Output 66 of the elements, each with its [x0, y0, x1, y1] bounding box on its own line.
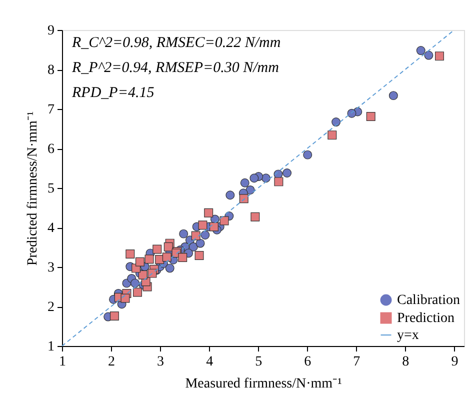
point — [148, 268, 157, 278]
point — [164, 242, 173, 252]
point — [133, 288, 142, 297]
point — [162, 252, 172, 262]
x-tick-label: 8 — [402, 354, 410, 370]
point — [130, 278, 140, 288]
point — [303, 150, 312, 160]
point — [435, 52, 444, 61]
x-tick-label: 1 — [59, 354, 66, 370]
point — [366, 112, 376, 121]
point — [220, 216, 229, 226]
x-tick-label: 9 — [451, 354, 458, 370]
y-tick-label: 1 — [48, 340, 54, 354]
point — [188, 242, 198, 252]
point — [240, 178, 250, 188]
point — [144, 254, 154, 264]
point — [209, 222, 218, 232]
legend-label: y=x — [397, 328, 419, 343]
y-tick-label: 5 — [48, 182, 54, 196]
annotation: R_P^2=0.94, RMSEP=0.30 N/mm — [71, 60, 280, 76]
point — [239, 194, 248, 204]
x-axis-title: Measured firmness/N·mm⁻¹ — [185, 376, 342, 392]
point — [126, 249, 135, 258]
legend-label: Prediction — [397, 311, 455, 326]
point — [388, 91, 398, 100]
y-tick-label: 4 — [48, 221, 54, 236]
point — [200, 230, 210, 240]
point — [416, 46, 426, 56]
point — [282, 168, 292, 178]
point — [424, 50, 434, 60]
y-tick-label: 7 — [48, 102, 54, 118]
legend-label: Calibration — [397, 293, 460, 308]
point — [332, 118, 341, 127]
point — [274, 177, 284, 186]
point — [179, 229, 188, 238]
point — [191, 231, 200, 240]
point — [347, 108, 356, 118]
annotation: R_C^2=0.98, RMSEC=0.22 N/mm — [71, 35, 281, 51]
y-tick-label: 9 — [48, 24, 54, 38]
point — [250, 212, 260, 222]
point — [178, 253, 188, 262]
point — [110, 311, 119, 320]
y-tick-label: 3 — [48, 260, 54, 276]
point — [196, 238, 205, 248]
point — [135, 257, 144, 266]
point — [204, 208, 214, 218]
y-axis-title: Predicted firmness/N·mm⁻¹ — [26, 111, 40, 266]
point — [328, 130, 337, 140]
point — [120, 294, 130, 303]
point — [152, 244, 162, 254]
x-tick-label: 7 — [353, 354, 360, 370]
y-tick-label: 2 — [48, 300, 54, 315]
y-tick-label: 6 — [48, 142, 54, 157]
y-tick-label: 8 — [48, 63, 54, 78]
x-tick-label: 3 — [157, 354, 164, 370]
point — [226, 190, 235, 200]
x-tick-label: 2 — [108, 354, 116, 370]
point — [194, 251, 204, 260]
point — [138, 270, 148, 280]
annotation: RPD_P=4.15 — [71, 85, 155, 101]
x-tick-label: 4 — [206, 354, 214, 370]
point — [165, 264, 174, 273]
point — [250, 174, 259, 183]
point — [198, 220, 208, 230]
x-tick-label: 6 — [304, 354, 312, 370]
x-tick-label: 5 — [255, 354, 262, 370]
